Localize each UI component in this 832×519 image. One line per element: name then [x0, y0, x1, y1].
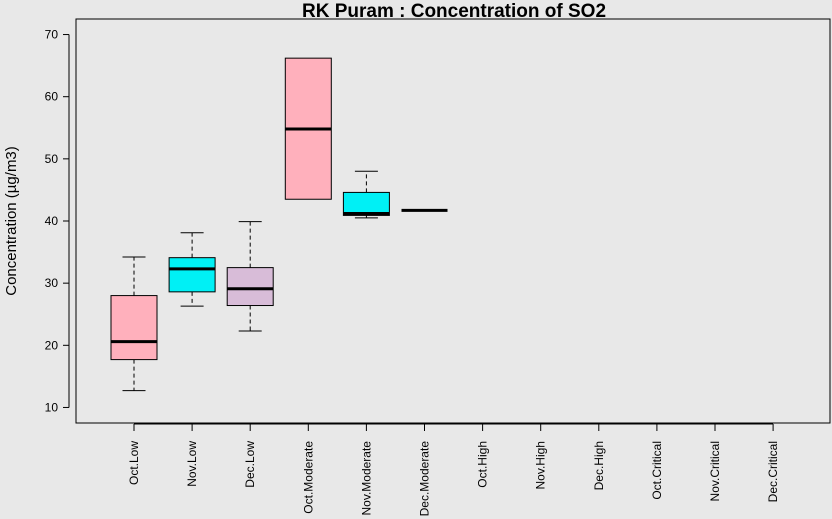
x-tick-label: Oct.High	[476, 441, 490, 488]
x-tick-label: Dec.Low	[243, 441, 257, 488]
x-tick-label: Dec.Moderate	[418, 441, 432, 517]
x-tick-label: Nov.Low	[185, 441, 199, 487]
x-tick-label: Oct.Moderate	[301, 441, 315, 514]
box-body	[342, 191, 390, 216]
box-body	[110, 295, 158, 361]
box-nov-moderate	[342, 170, 390, 219]
y-tick-label: 10	[45, 400, 59, 414]
x-tick-label: Nov.Critical	[708, 441, 722, 501]
x-tick-label: Nov.Moderate	[359, 441, 373, 516]
boxes-group	[110, 57, 448, 392]
x-tick-label: Dec.Critical	[766, 441, 780, 502]
box-body	[226, 267, 274, 307]
box-nov-low	[168, 232, 216, 307]
y-axis-label: Concentration (µg/m3)	[3, 146, 20, 296]
box-dec-low	[226, 221, 274, 332]
plot-area	[75, 18, 831, 424]
y-axis: 10 20 30 40 50 60 70	[45, 28, 70, 414]
box-oct-low	[110, 256, 158, 392]
box-body	[168, 257, 216, 293]
chart-title: RK Puram : Concentration of SO2	[302, 1, 606, 22]
x-tick-label: Oct.Low	[127, 441, 141, 485]
y-tick-label: 30	[45, 276, 59, 290]
y-tick-label: 60	[45, 90, 59, 104]
y-tick-label: 40	[45, 214, 59, 228]
x-tick-label: Nov.High	[534, 441, 548, 489]
box-oct-moderate	[284, 57, 332, 200]
y-tick-label: 70	[45, 28, 59, 42]
x-axis: Oct.Low Nov.Low Dec.Low Oct.Moderate Nov.Mod…	[127, 423, 780, 517]
x-tick-label: Dec.High	[592, 441, 606, 490]
y-tick-label: 50	[45, 152, 59, 166]
y-tick-label: 20	[45, 338, 59, 352]
x-tick-label: Oct.Critical	[650, 441, 664, 500]
